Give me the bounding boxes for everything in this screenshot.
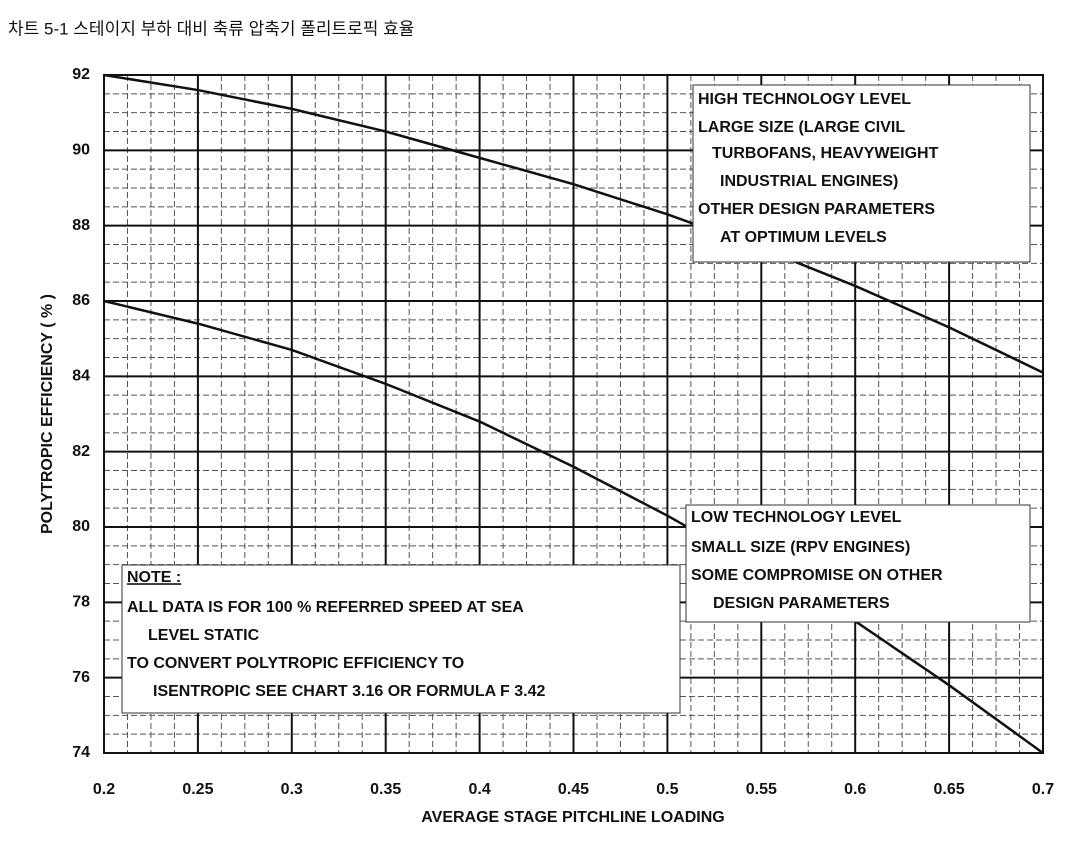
x-tick-label: 0.2 bbox=[93, 781, 115, 798]
data-line bbox=[103, 73, 1044, 374]
annotation-text: TO CONVERT POLYTROPIC EFFICIENCY TO bbox=[127, 655, 464, 672]
x-tick-label: 0.35 bbox=[370, 781, 401, 798]
annotation-text: LARGE SIZE (LARGE CIVIL bbox=[698, 119, 905, 136]
annotation-box bbox=[692, 84, 1031, 263]
x-tick-label: 0.25 bbox=[182, 781, 213, 798]
x-tick-label: 0.6 bbox=[844, 781, 866, 798]
y-tick-label: 76 bbox=[72, 669, 90, 686]
y-tick-label: 82 bbox=[72, 443, 90, 460]
chart-title: 차트 5-1 스테이지 부하 대비 축류 압축기 폴리트로픽 효율 bbox=[8, 19, 414, 38]
annotation-text: INDUSTRIAL ENGINES) bbox=[720, 173, 898, 190]
x-axis-label: AVERAGE STAGE PITCHLINE LOADING bbox=[421, 809, 724, 826]
y-tick-label: 78 bbox=[72, 594, 90, 611]
annotation-text: TURBOFANS, HEAVYWEIGHT bbox=[712, 145, 939, 162]
annotation-text: DESIGN PARAMETERS bbox=[713, 595, 890, 612]
annotation-text: LOW TECHNOLOGY LEVEL bbox=[691, 509, 902, 526]
x-tick-label: 0.55 bbox=[746, 781, 777, 798]
x-tick-label: 0.3 bbox=[281, 781, 303, 798]
x-tick-label: 0.7 bbox=[1032, 781, 1054, 798]
annotation-text: OTHER DESIGN PARAMETERS bbox=[698, 201, 935, 218]
x-tick-label: 0.5 bbox=[656, 781, 678, 798]
annotation-text: HIGH TECHNOLOGY LEVEL bbox=[698, 91, 911, 108]
x-tick-label: 0.45 bbox=[558, 781, 589, 798]
annotation-text: ISENTROPIC SEE CHART 3.16 OR FORMULA F 3… bbox=[153, 683, 545, 700]
annotation-box bbox=[685, 504, 1031, 623]
annotation-text: SOME COMPROMISE ON OTHER bbox=[691, 567, 943, 584]
plot-frame bbox=[103, 74, 1044, 754]
x-tick-label: 0.4 bbox=[468, 781, 490, 798]
y-axis-label: POLYTROPIC EFFICIENCY ( % ) bbox=[39, 294, 56, 534]
y-tick-label: 92 bbox=[72, 66, 90, 83]
y-tick-label: 90 bbox=[72, 142, 90, 159]
y-tick-label: 84 bbox=[72, 368, 90, 385]
y-tick-label: 86 bbox=[72, 292, 90, 309]
annotation-box bbox=[121, 564, 681, 714]
annotation-text: AT OPTIMUM LEVELS bbox=[720, 229, 887, 246]
data-line bbox=[103, 299, 1044, 755]
annotation-text: ALL DATA IS FOR 100 % REFERRED SPEED AT … bbox=[127, 599, 524, 616]
y-tick-label: 74 bbox=[72, 744, 90, 761]
y-tick-label: 80 bbox=[72, 518, 90, 535]
annotation-text: LEVEL STATIC bbox=[148, 627, 260, 644]
annotation-text: SMALL SIZE (RPV ENGINES) bbox=[691, 539, 910, 556]
x-tick-label: 0.65 bbox=[934, 781, 965, 798]
y-tick-label: 88 bbox=[72, 217, 90, 234]
annotation-text: NOTE : bbox=[127, 569, 181, 586]
